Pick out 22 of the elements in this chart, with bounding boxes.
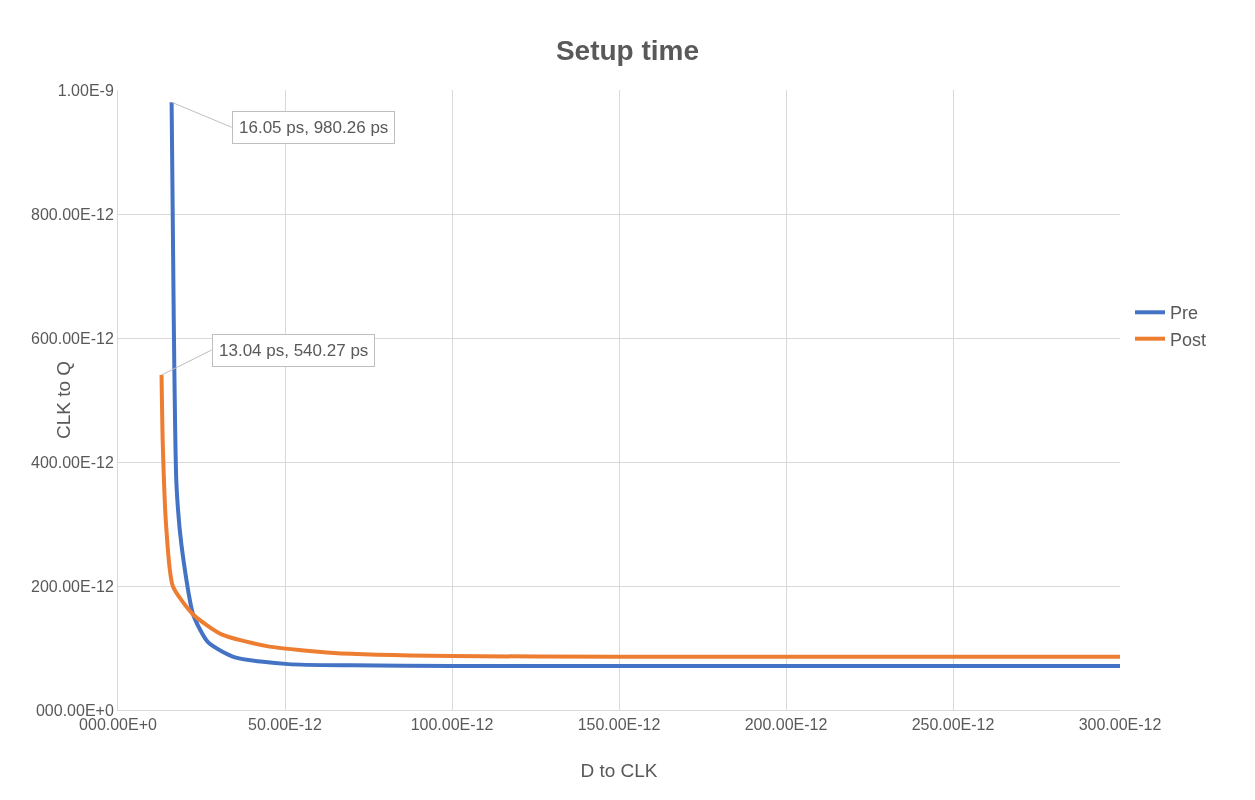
y-axis-title: CLK to Q	[53, 360, 74, 440]
line-series	[159, 373, 1120, 659]
y-tick-label: 600.00E-12	[31, 329, 114, 347]
y-tick-label: 800.00E-12	[31, 205, 114, 223]
x-tick-label: 100.00E-12	[410, 716, 494, 734]
x-tick-label: 300.00E-12	[1078, 716, 1162, 734]
x-tick-label: 200.00E-12	[744, 716, 828, 734]
annotation: 16.05 ps, 980.26 ps	[239, 118, 389, 137]
x-tick-label: 000.00E+0	[79, 716, 158, 734]
line-series	[169, 100, 1120, 669]
x-tick-label: 250.00E-12	[911, 716, 995, 734]
x-tick-label: 150.00E-12	[577, 716, 661, 734]
chart-title: Setup time	[555, 34, 700, 66]
legend-label: Post	[1170, 329, 1207, 350]
x-tick-label: 50.00E-12	[248, 716, 323, 734]
x-axis-title: D to CLK	[580, 760, 658, 781]
y-tick-label: 000.00E+0	[35, 701, 114, 719]
annotation: 13.04 ps, 540.27 ps	[219, 341, 369, 360]
y-tick-label: 1.00E-9	[57, 81, 114, 99]
y-tick-label: 400.00E-12	[31, 453, 114, 471]
legend-label: Pre	[1170, 303, 1199, 324]
y-tick-label: 200.00E-12	[31, 577, 114, 595]
